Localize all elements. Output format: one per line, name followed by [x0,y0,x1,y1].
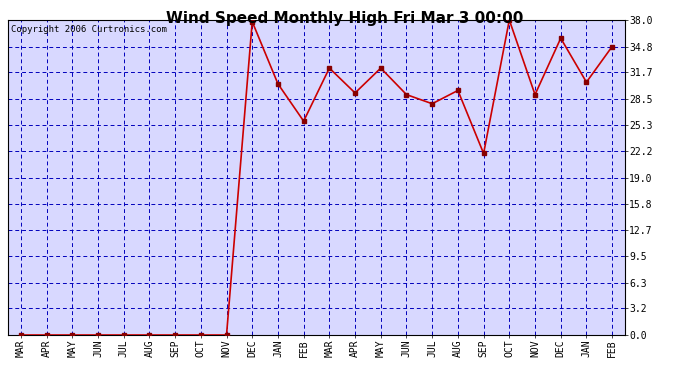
Text: Copyright 2006 Curtronics.com: Copyright 2006 Curtronics.com [11,25,167,34]
Text: Wind Speed Monthly High Fri Mar 3 00:00: Wind Speed Monthly High Fri Mar 3 00:00 [166,11,524,26]
